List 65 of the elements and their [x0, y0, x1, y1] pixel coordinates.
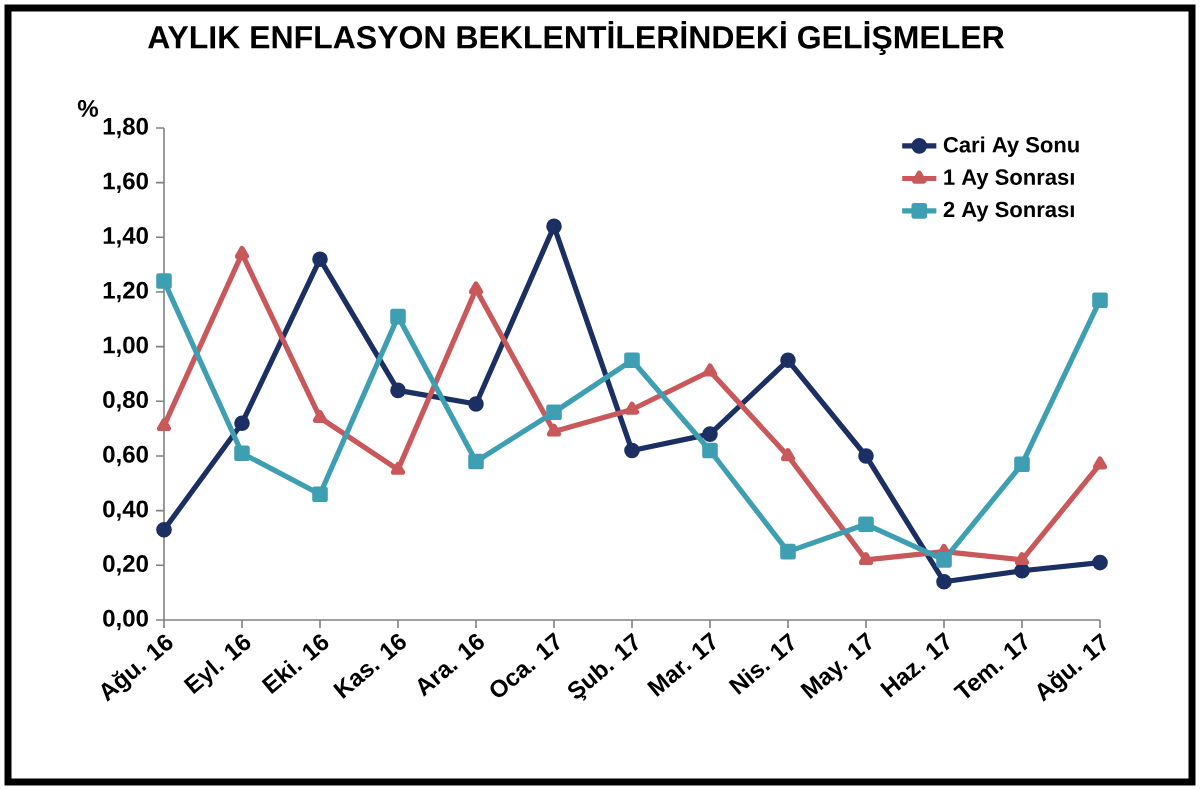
point — [780, 448, 796, 462]
x-tick-label: Nis. 17 — [728, 632, 794, 695]
x-tick-label: Mar. 17 — [646, 632, 716, 697]
x-tick-label: Eyl. 16 — [183, 634, 251, 694]
x-tick-label: Ağu. 17 — [1037, 632, 1107, 702]
y-tick-label: 0,80 — [103, 391, 148, 412]
point — [234, 245, 250, 259]
point — [468, 453, 484, 470]
point — [468, 396, 484, 412]
point — [780, 543, 796, 560]
point — [858, 448, 874, 464]
point — [858, 552, 874, 566]
x-tick-label: Şub. 17 — [568, 632, 638, 701]
x-tick-label: Ara. 16 — [417, 634, 484, 697]
point — [1014, 456, 1030, 472]
point — [156, 273, 172, 289]
point — [1092, 456, 1108, 470]
point — [312, 486, 328, 503]
y-tick-label: 1,20 — [103, 281, 148, 303]
point — [780, 352, 796, 369]
point — [624, 401, 640, 415]
point — [858, 516, 874, 533]
x-tick-label: Eki. 16 — [261, 634, 329, 694]
point — [390, 461, 406, 475]
point — [1014, 552, 1030, 566]
x-tick-label: Kas. 16 — [333, 634, 406, 699]
point — [156, 521, 172, 538]
y-axis-title: % — [77, 100, 99, 117]
point — [1092, 292, 1108, 308]
y-tick-label: 0,00 — [103, 609, 148, 631]
y-tick-label: 1,60 — [103, 172, 148, 193]
point — [624, 352, 640, 369]
y-tick-label: 0,40 — [103, 500, 148, 521]
point — [702, 363, 718, 377]
point — [312, 409, 328, 423]
x-tick-label: Haz. 17 — [879, 632, 950, 698]
y-tick-label: 1,00 — [103, 336, 148, 357]
point — [390, 382, 406, 399]
point — [702, 426, 718, 442]
point — [936, 552, 952, 568]
point — [936, 573, 952, 590]
point — [546, 404, 562, 421]
x-tick-label: Oca. 17 — [490, 632, 560, 697]
point — [156, 418, 172, 432]
point — [234, 445, 250, 462]
point — [1092, 554, 1108, 571]
point — [234, 415, 250, 431]
point — [624, 442, 640, 459]
legend-label: 1 Ay Sonrası — [944, 169, 1074, 190]
x-tick-label: May. 17 — [800, 632, 872, 700]
y-tick-label: 0,60 — [103, 445, 148, 467]
y-tick-label: 1,40 — [103, 227, 148, 248]
chart-title: AYLIK ENFLASYON BEKLENTİLERİNDEKİ GELİŞMELER — [148, 20, 1005, 56]
point — [312, 251, 328, 267]
y-tick-label: 0,20 — [103, 555, 148, 576]
point — [390, 308, 406, 325]
x-tick-label: Ağu. 16 — [101, 634, 173, 702]
point — [468, 281, 484, 295]
point — [546, 423, 562, 437]
legend-label: Cari Ay Sonu — [943, 136, 1079, 157]
legend-label: 2 Ay Sonrası — [943, 201, 1074, 222]
y-tick-label: 1,80 — [103, 117, 148, 139]
point — [702, 442, 718, 459]
point — [546, 218, 562, 235]
x-tick-label: Tem. 17 — [953, 632, 1028, 699]
